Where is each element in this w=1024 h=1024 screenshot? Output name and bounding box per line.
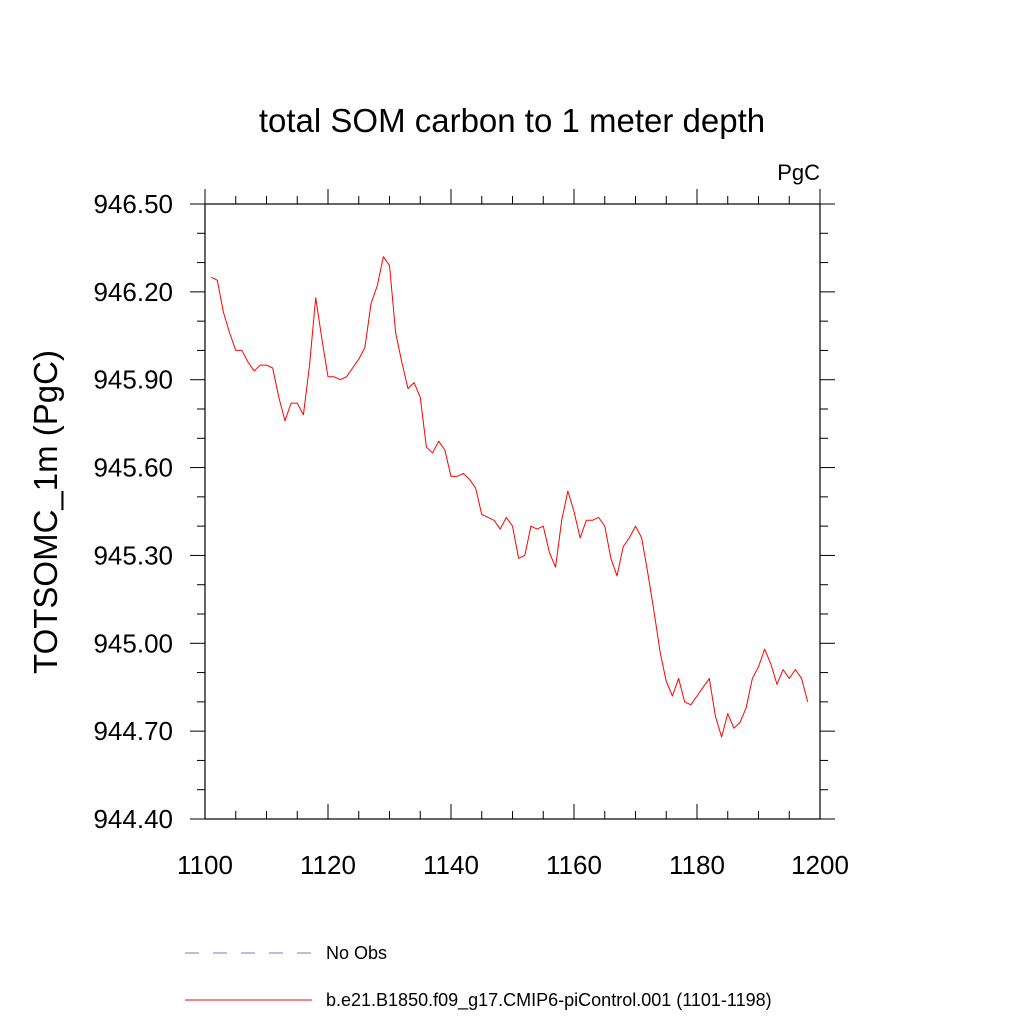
y-tick-label: 946.20 [93, 277, 173, 307]
units-label: PgC [777, 160, 820, 185]
series-line [210, 256, 809, 738]
chart-title: total SOM carbon to 1 meter depth [259, 102, 765, 139]
x-tick-label: 1160 [546, 850, 602, 880]
x-tick-label: 1180 [669, 850, 725, 880]
x-tick-label: 1200 [791, 850, 849, 880]
legend-label-no-obs: No Obs [326, 943, 387, 963]
legend: No Obs b.e21.B1850.f09_g17.CMIP6-piContr… [185, 943, 772, 1011]
x-tick-labels: 1100 1120 1140 1160 1180 1200 [177, 850, 849, 880]
y-tick-label: 944.70 [93, 716, 173, 746]
plot-area-frame [204, 203, 821, 820]
y-tick-label: 944.40 [93, 804, 173, 834]
y-axis-label: TOTSOMC_1m (PgC) [27, 350, 64, 674]
axis-ticks [190, 189, 835, 820]
y-tick-label: 945.00 [93, 628, 173, 658]
y-tick-label: 945.30 [93, 540, 173, 570]
x-tick-label: 1120 [300, 850, 356, 880]
y-tick-label: 945.90 [93, 365, 173, 395]
series-group [210, 256, 809, 738]
y-tick-labels: 944.40 944.70 945.00 945.30 945.60 945.90 946.… [93, 189, 173, 834]
legend-label-picontrol: b.e21.B1850.f09_g17.CMIP6-piControl.001 … [326, 990, 772, 1011]
x-tick-label: 1140 [423, 850, 479, 880]
x-tick-label: 1100 [177, 850, 233, 880]
y-tick-label: 945.60 [93, 453, 173, 483]
y-tick-label: 946.50 [93, 189, 173, 219]
